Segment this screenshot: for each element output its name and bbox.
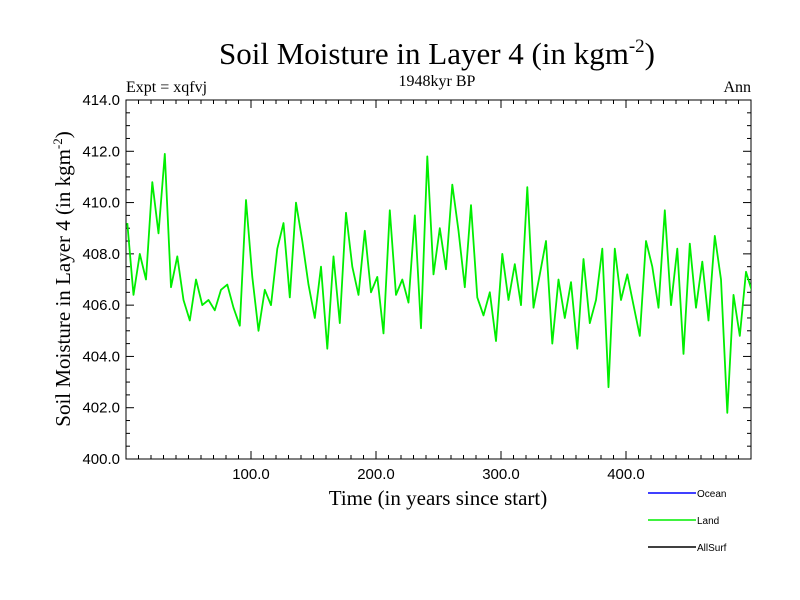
chart-title: Soil Moisture in Layer 4 (in kgm-2) [219,36,655,71]
series-line-land [126,153,751,414]
chart-subtitle: 1948kyr BP [399,73,476,90]
y-tick-label: 402.0 [82,400,120,417]
y-tick-label: 400.0 [82,451,120,468]
x-axis-label: Time (in years since start) [329,486,548,510]
y-tick-label: 412.0 [82,143,120,160]
experiment-label: Expt = xqfvj [126,79,207,96]
season-label: Ann [723,79,751,96]
legend: Ocean Land AllSurf [648,489,727,554]
y-tick-label: 404.0 [82,348,120,365]
legend-label-allsurf: AllSurf [697,543,727,554]
major-ticks [126,99,751,460]
y-tick-label: 406.0 [82,297,120,314]
x-tick-label: 100.0 [232,466,270,483]
x-tick-label: 200.0 [357,466,395,483]
x-tick-label: 300.0 [482,466,520,483]
y-tick-labels: 400.0 402.0 404.0 406.0 408.0 410.0 412.0 414.0 [82,92,120,468]
plot-area [125,99,752,460]
legend-label-land: Land [697,516,719,527]
y-tick-label: 414.0 [82,92,120,109]
x-tick-labels: 100.0 200.0 300.0 400.0 [232,466,645,483]
y-tick-label: 410.0 [82,195,120,212]
y-axis-label: Soil Moisture in Layer 4 (in kgm-2) [50,131,75,426]
minor-ticks [126,100,751,459]
x-tick-label: 400.0 [607,466,645,483]
y-tick-label: 408.0 [82,246,120,263]
legend-label-ocean: Ocean [697,489,726,500]
